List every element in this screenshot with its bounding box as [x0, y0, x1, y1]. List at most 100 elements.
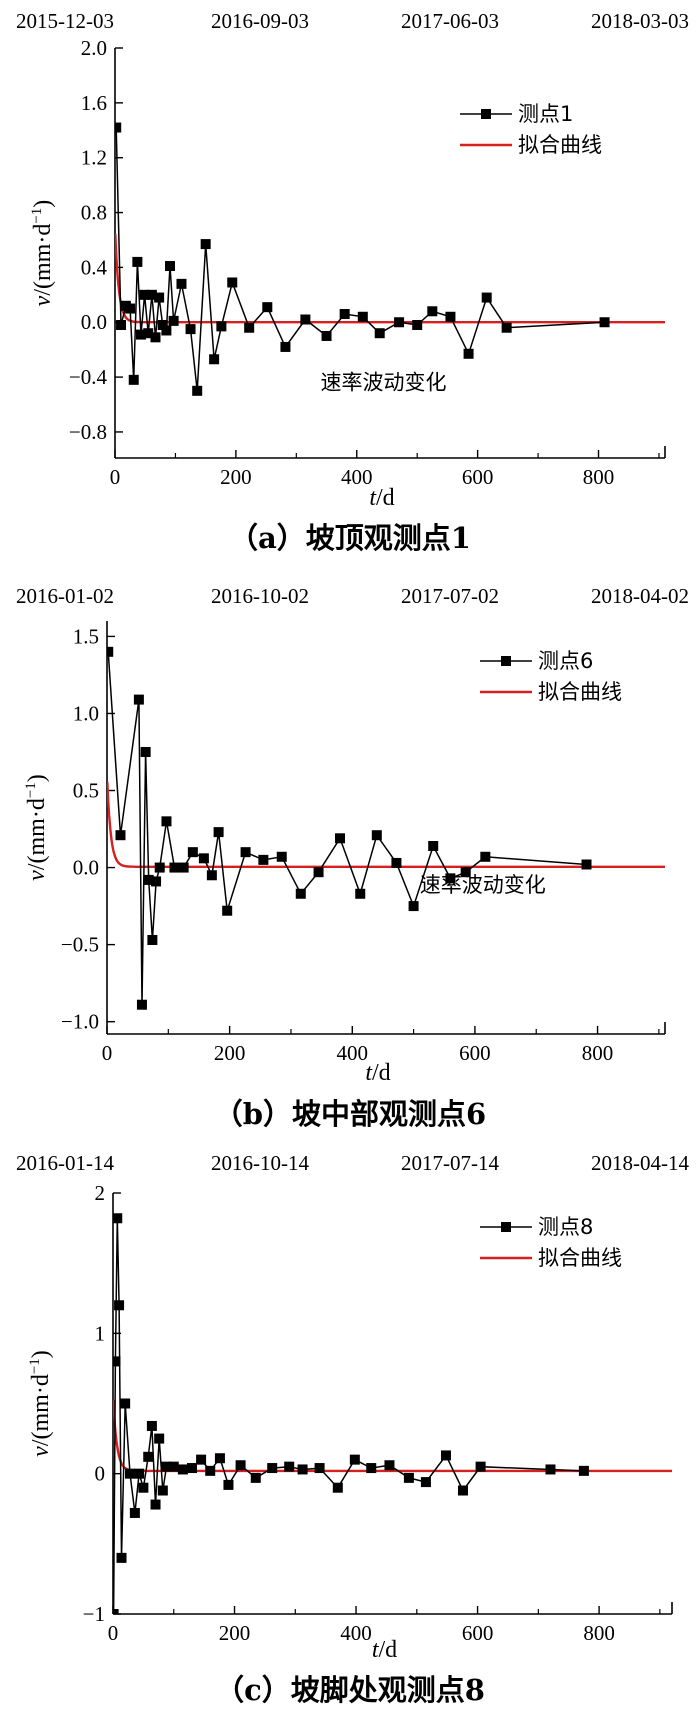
chart-1-data-point: [132, 256, 143, 267]
chart-1-data-point: [185, 324, 196, 335]
chart-3-y-axis-label-var: v: [28, 1446, 54, 1457]
chart-3-measured-line: [113, 1218, 584, 1614]
chart-2-data-point: [313, 867, 324, 878]
chart-1-data-point: [300, 314, 311, 325]
chart-1-x-tick-label: 800: [583, 465, 615, 489]
chart-2-data-point: [335, 833, 346, 844]
chart-2-caption: （b）坡中部观测点6: [214, 1097, 486, 1131]
chart-3-data-point: [366, 1463, 377, 1474]
chart-3-data-point: [113, 1356, 121, 1367]
chart-1-data-point: [481, 292, 492, 303]
chart-1-data-point: [280, 341, 291, 352]
chart-1-data-point: [125, 303, 136, 314]
chart-2-legend-fit-label: 拟合曲线: [538, 680, 622, 704]
chart-2-data-point: [178, 862, 189, 873]
chart-3-data-point: [578, 1465, 589, 1476]
chart-2-data-point: [240, 847, 251, 858]
chart-3-y-axis-label: v/(mm·d−1): [27, 1350, 54, 1457]
chart-1-data-point: [244, 322, 255, 333]
chart-3-y-axis-label-sup: −1: [27, 1358, 43, 1374]
chart-3-data-point: [214, 1453, 225, 1464]
chart-1-top-date-label: 2017-06-03: [401, 9, 499, 33]
chart-1-y-tick-label: 0.4: [81, 255, 108, 279]
chart-1-data-point: [394, 317, 405, 328]
chart-2-top-date-label: 2016-01-02: [16, 584, 114, 608]
chart-2-data-point: [206, 870, 217, 881]
chart-1-data-point: [200, 239, 211, 250]
chart-2-data-point: [222, 905, 233, 916]
chart-1-data-point: [116, 319, 127, 330]
chart-2-data-point: [143, 874, 154, 885]
chart-1-legend-measured-marker: [481, 109, 491, 119]
chart-2-x-tick-label: 800: [582, 1041, 614, 1065]
chart-2-data-point: [133, 694, 144, 705]
chart-3-y-tick-label: −1: [83, 1602, 105, 1626]
chart-2-y-axis-label-close: ): [24, 774, 50, 782]
chart-2-x-tick-label: 200: [214, 1041, 246, 1065]
chart-3-data-point: [250, 1472, 261, 1483]
chart-1-data-point: [154, 292, 165, 303]
chart-3-legend-measured-marker: [501, 1222, 511, 1232]
chart-1-y-tick-label: 0.8: [81, 201, 107, 225]
chart-3-y-axis-label-unit: /(mm·d: [28, 1374, 54, 1446]
chart-3-y-tick-label: 2: [95, 1181, 106, 1205]
chart-3-data-point: [186, 1463, 197, 1474]
chart-2-data-point: [295, 888, 306, 899]
chart-3-x-tick-label: 600: [462, 1621, 494, 1645]
chart-1-data-point: [192, 385, 203, 396]
chart-1-y-tick-label: 2.0: [81, 36, 107, 60]
chart-3-data-point: [113, 1609, 119, 1614]
chart-1-top-date-label: 2015-12-03: [16, 9, 114, 33]
chart-3-y-tick-label: 0: [95, 1462, 106, 1486]
chart-3-legend-measured-label: 测点8: [538, 1215, 593, 1239]
chart-2-data-point: [355, 888, 366, 899]
chart-1-y-tick-label: 0.0: [81, 310, 107, 334]
chart-3-data-point: [332, 1482, 343, 1493]
chart-1-data-point: [357, 311, 368, 322]
chart-2-y-axis-label: v/(mm·d−1): [23, 774, 50, 881]
chart-2-legend-measured-marker: [501, 656, 511, 666]
chart-3-data-point: [150, 1499, 161, 1510]
chart-3-data-point: [114, 1300, 125, 1311]
chart-1-fit-curve: [115, 233, 665, 324]
chart-1-data-point: [216, 321, 227, 332]
chart-1-data-point: [161, 325, 172, 336]
chart-2-y-tick-label: 0.5: [73, 779, 99, 803]
chart-3-data-point: [138, 1482, 149, 1493]
chart-2-x-tick-label: 400: [337, 1041, 369, 1065]
chart-1-data-point: [374, 328, 385, 339]
chart-2-data-point: [154, 862, 165, 873]
chart-2-x-axis-label: t/d: [365, 1060, 390, 1086]
chart-3-x-axis-label-unit: /d: [379, 1637, 398, 1663]
chart-3-x-tick-label: 400: [340, 1621, 372, 1645]
chart-3-top-date-label: 2016-01-14: [16, 1151, 114, 1175]
chart-2-data-point: [187, 847, 198, 858]
chart-3-data-point: [384, 1460, 395, 1471]
chart-2-data-point: [107, 646, 114, 657]
chart-3-x-axis-label-var: t: [372, 1637, 380, 1663]
chart-1-legend-measured-label: 测点1: [518, 102, 573, 126]
chart-1-x-tick-label: 0: [110, 465, 121, 489]
chart-2-data-point: [581, 859, 592, 870]
chart-2-x-axis-label-unit: /d: [372, 1060, 391, 1086]
chart-3-data-point: [154, 1433, 165, 1444]
chart-2-data-point: [371, 830, 382, 841]
chart-3-data-point: [475, 1461, 486, 1472]
chart-3-data-point: [134, 1468, 145, 1479]
chart-2-top-date-label: 2018-04-02: [591, 584, 689, 608]
chart-3-data-point: [143, 1451, 154, 1462]
chart-1-y-tick-label: −0.8: [69, 420, 107, 444]
chart-1-y-tick-label: 1.6: [81, 91, 107, 115]
chart-2-y-tick-label: −1.0: [61, 1010, 99, 1034]
chart-1-x-tick-label: 400: [341, 465, 373, 489]
chart-1-y-tick-label: 1.2: [81, 146, 107, 170]
chart-2-data-point: [276, 851, 287, 862]
chart-3-data-point: [196, 1454, 207, 1465]
chart-1-data-point: [157, 319, 168, 330]
chart-2-measured-line: [107, 651, 587, 1005]
chart-1-data-point: [501, 322, 512, 333]
chart-3-data-point: [157, 1485, 168, 1496]
chart-3-data-point: [349, 1454, 360, 1465]
chart-3-y-axis-label-close: ): [28, 1350, 54, 1358]
